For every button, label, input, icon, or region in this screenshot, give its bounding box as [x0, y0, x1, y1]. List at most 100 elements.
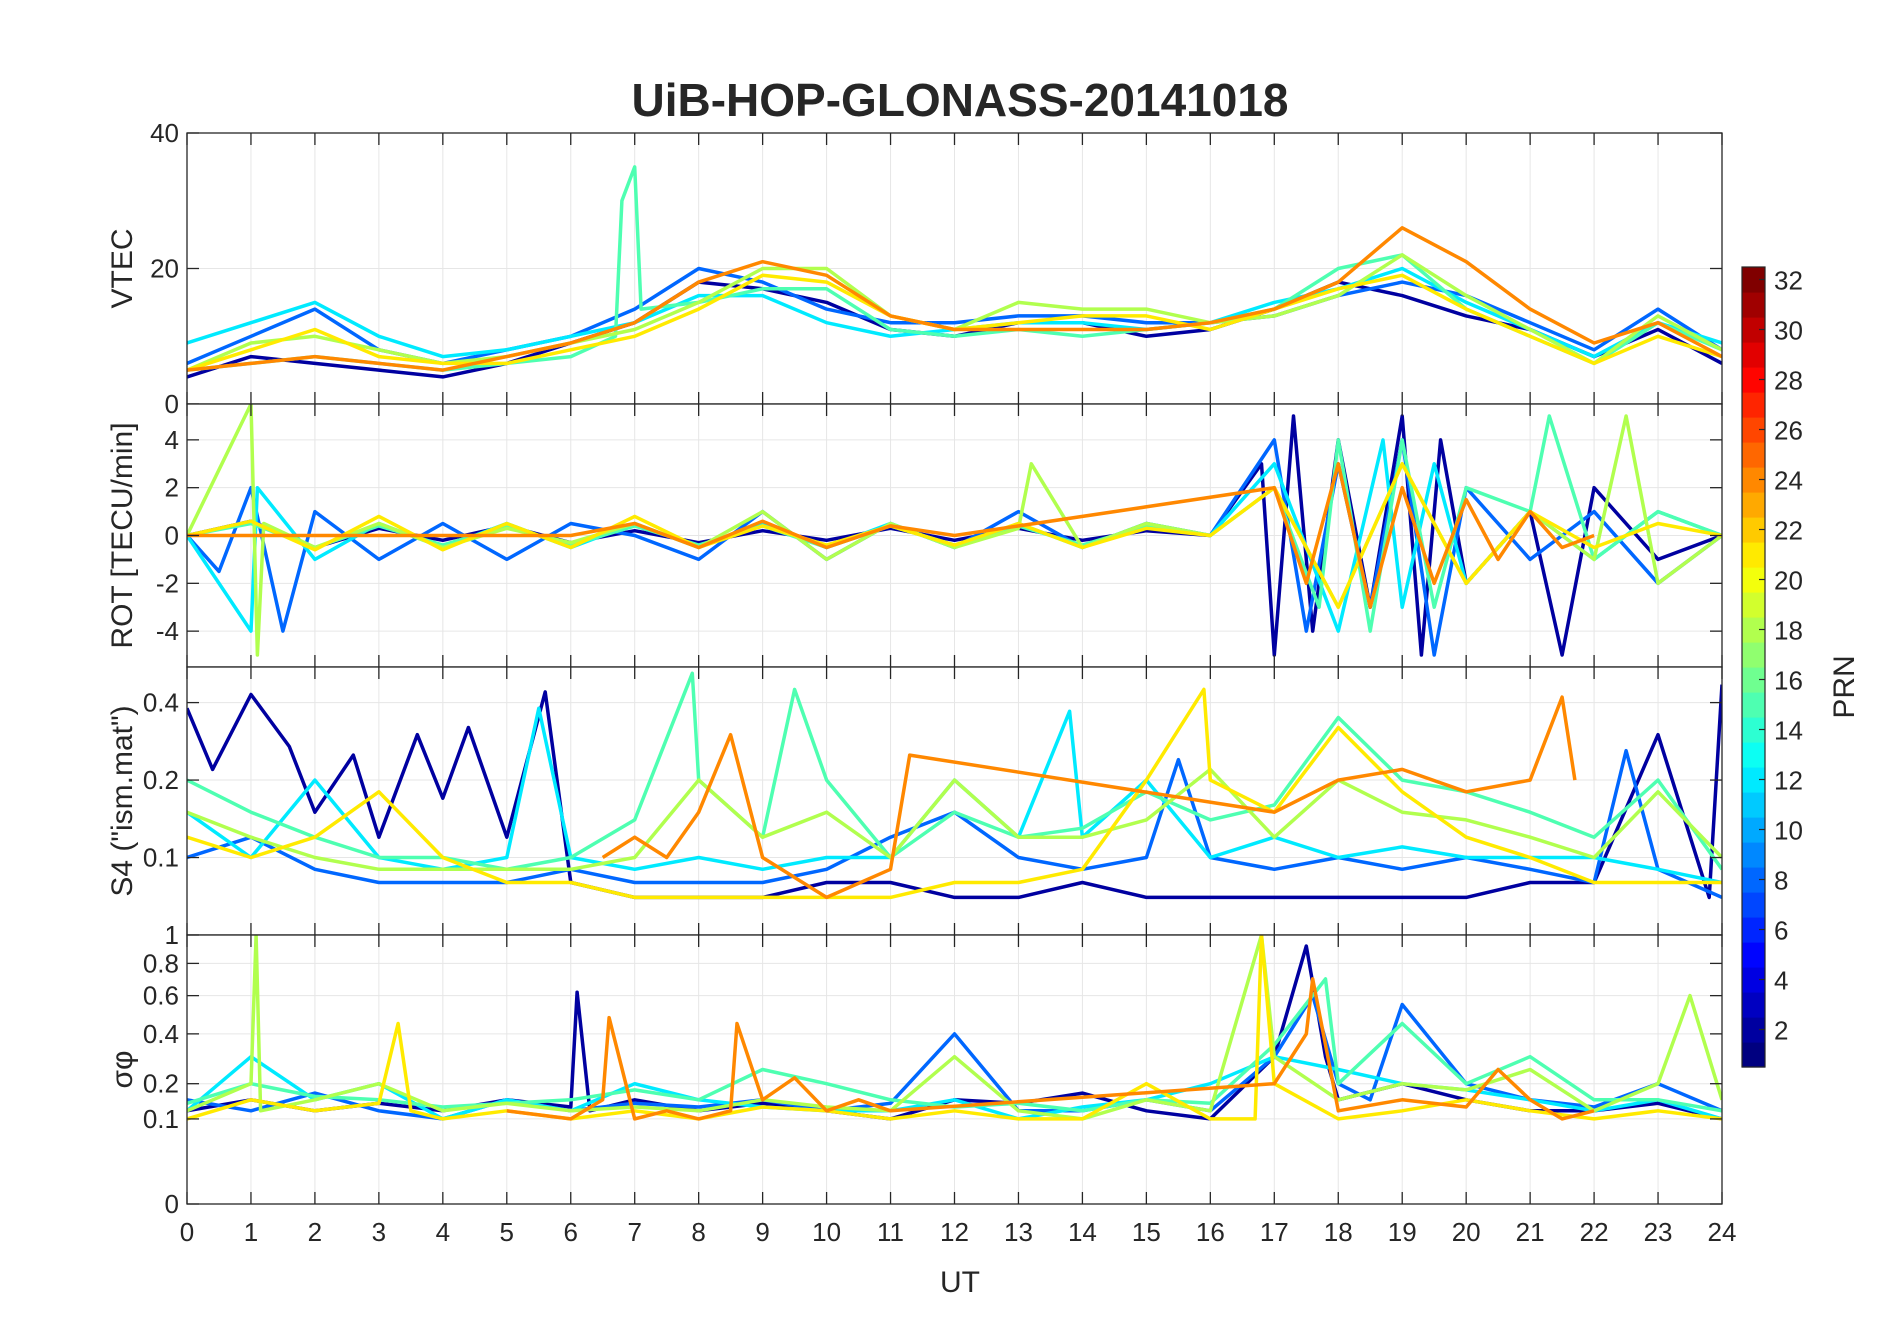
colorbar-tick-label: 22 [1774, 516, 1803, 546]
panel-vtec: 0 20 40 VTEC [106, 118, 1723, 419]
y-tick-label-sigma_phi: 0.6 [143, 981, 179, 1011]
x-tick-label: 14 [1068, 1217, 1097, 1247]
colorbar-segment [1742, 1042, 1765, 1068]
colorbar-segment [1742, 842, 1765, 868]
x-tick-label: 16 [1196, 1217, 1225, 1247]
colorbar-tick-label: 16 [1774, 666, 1803, 696]
y-tick-label-sigma_phi: 0.8 [143, 948, 179, 978]
x-tick-label: 18 [1324, 1217, 1353, 1247]
colorbar-segment [1742, 467, 1765, 493]
colorbar-segment [1742, 667, 1765, 693]
colorbar-tick-label: 10 [1774, 816, 1803, 846]
y-tick-label-s4: 0.4 [143, 688, 179, 718]
series-group-s4 [187, 671, 1722, 900]
y-tick-label-sigma_phi: 0.4 [143, 1019, 179, 1049]
chart-title: UiB-HOP-GLONASS-20141018 [632, 74, 1289, 126]
colorbar-segment [1742, 442, 1765, 468]
colorbar-segment [1742, 592, 1765, 618]
colorbar-tick-label: 6 [1774, 916, 1788, 946]
colorbar-label: PRN [1828, 655, 1861, 718]
y-tick-label-s4: 0.1 [143, 843, 179, 873]
x-tick-label: 5 [500, 1217, 514, 1247]
colorbar-tick-label: 30 [1774, 316, 1803, 346]
y-tick-label-vtec: 20 [150, 254, 179, 284]
colorbar-segment [1742, 742, 1765, 768]
x-tick-label: 24 [1708, 1217, 1737, 1247]
colorbar-segment [1742, 717, 1765, 743]
x-tick-label: 3 [372, 1217, 386, 1247]
series-line-vtec-prn-24 [187, 226, 1722, 372]
colorbar-tick-label: 24 [1774, 466, 1803, 496]
x-tick-label: 20 [1452, 1217, 1481, 1247]
colorbar-tick-label: 20 [1774, 566, 1803, 596]
x-tick-label: 0 [180, 1217, 194, 1247]
colorbar-segment [1742, 542, 1765, 568]
y-tick-label-sigma_phi: 0.2 [143, 1069, 179, 1099]
panel-rot: -4 -2 0 2 4 ROT [TECU/min] [106, 403, 1723, 668]
series-line-rot-prn-21 [187, 462, 1722, 609]
colorbar-segment [1742, 417, 1765, 443]
y-tick-label-sigma_phi: 0 [165, 1189, 179, 1219]
colorbar-segment [1742, 942, 1765, 968]
y-tick-label-rot: 2 [165, 473, 179, 503]
y-axis-label-sigma_phi: σφ [106, 1051, 139, 1089]
colorbar-segment [1742, 392, 1765, 418]
colorbar-segment [1742, 867, 1765, 893]
colorbar-tick-label: 32 [1774, 266, 1803, 296]
y-tick-label-rot: -4 [156, 616, 179, 646]
colorbar-segment [1742, 317, 1765, 343]
colorbar-frame [1741, 266, 1766, 1068]
panel-s4: 0.1 0.2 0.4S4 ("ism.mat") [106, 666, 1723, 936]
x-tick-label: 11 [877, 1217, 904, 1247]
colorbar-tick-label: 12 [1774, 766, 1803, 796]
series-line-s4-prn-2 [187, 684, 1722, 900]
colorbar-segment [1742, 917, 1765, 943]
colorbar-tick-label: 8 [1774, 866, 1788, 896]
series-line-s4-prn-21 [187, 687, 1722, 900]
colorbar-segment [1742, 267, 1765, 293]
series-line-s4-prn-18 [187, 767, 1722, 872]
colorbar-segment [1742, 892, 1765, 918]
y-tick-label-vtec: 0 [165, 389, 179, 419]
x-tick-label: 21 [1516, 1217, 1545, 1247]
x-tick-label: 2 [308, 1217, 322, 1247]
colorbar-tick-label: 14 [1774, 716, 1803, 746]
colorbar-segment [1742, 342, 1765, 368]
series-line-sigma_phi-prn-21 [187, 935, 1722, 1121]
colorbar-segment [1742, 992, 1765, 1018]
colorbar-tick-label: 2 [1774, 1016, 1788, 1046]
colorbar-tick-label: 28 [1774, 366, 1803, 396]
y-tick-label-rot: 0 [165, 521, 179, 551]
series-line-s4-prn-24 [601, 695, 1577, 900]
colorbar-segment [1742, 492, 1765, 518]
x-axis-ticks: 0 1 2 3 4 5 6 7 8 9 10 11 12 13 14 15 16 17 18 19 20 21 22 23 24 [180, 1217, 1737, 1247]
colorbar-tick-label: 4 [1774, 966, 1788, 996]
colorbar-tick-label: 18 [1774, 616, 1803, 646]
x-tick-label: 15 [1132, 1217, 1161, 1247]
y-tick-label-sigma_phi: 0.1 [143, 1104, 179, 1134]
colorbar-segment [1742, 767, 1765, 793]
x-tick-label: 1 [244, 1217, 258, 1247]
x-tick-label: 22 [1580, 1217, 1609, 1247]
colorbar-segment [1742, 642, 1765, 668]
colorbar-segment [1742, 1017, 1765, 1043]
x-tick-label: 19 [1388, 1217, 1417, 1247]
series-line-vtec-prn-15 [187, 165, 1722, 372]
series-group-sigma_phi [187, 935, 1722, 1121]
x-tick-label: 17 [1260, 1217, 1289, 1247]
colorbar-segment [1742, 567, 1765, 593]
colorbar-segment [1742, 967, 1765, 993]
colorbar-segment [1742, 792, 1765, 818]
y-tick-label-rot: -2 [156, 568, 179, 598]
colorbar-segment [1742, 367, 1765, 393]
x-tick-label: 8 [691, 1217, 705, 1247]
x-tick-label: 12 [940, 1217, 969, 1247]
series-line-rot-prn-24 [187, 462, 1595, 609]
colorbar-segment [1742, 292, 1765, 318]
x-tick-label: 13 [1004, 1217, 1033, 1247]
x-tick-label: 10 [812, 1217, 841, 1247]
series-line-sigma_phi-prn-24 [506, 977, 1595, 1121]
